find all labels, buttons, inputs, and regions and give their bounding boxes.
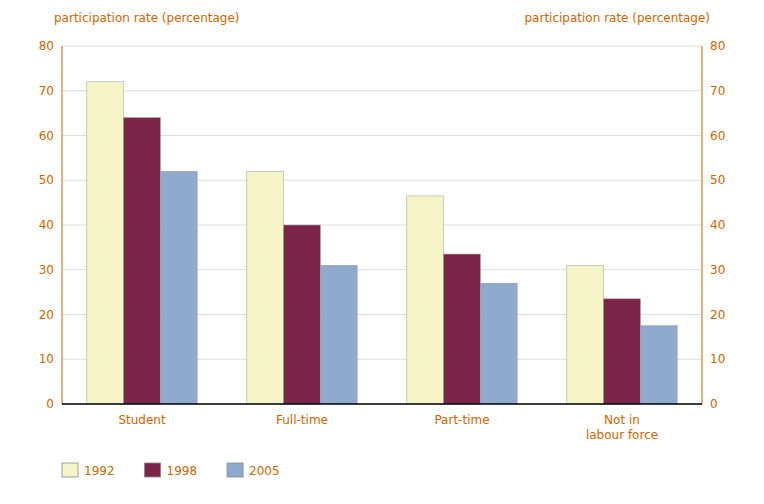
legend-label: 2005 <box>249 464 280 478</box>
bar <box>320 265 357 404</box>
x-axis-line <box>62 403 702 405</box>
chart: 0 10 20 30 40 50 60 70 80 0 10 20 30 40 50 60 70 80 Studen… <box>0 0 764 504</box>
y-tick-label: 10 <box>39 352 54 366</box>
y2-tick-label: 40 <box>710 218 725 232</box>
legend-swatch <box>227 463 243 477</box>
y-tick-label: 50 <box>39 173 54 187</box>
legend-swatch <box>145 463 161 477</box>
grid-line <box>62 46 702 47</box>
y-axis-line <box>62 46 63 404</box>
y-tick-label: 30 <box>39 263 54 277</box>
bar <box>284 225 321 404</box>
legend-swatch <box>62 463 78 477</box>
bar <box>87 82 124 404</box>
y-tick-label: 70 <box>39 84 54 98</box>
y-tick-label: 80 <box>39 39 54 53</box>
y-tick-label: 20 <box>39 308 54 322</box>
y2-tick-label: 0 <box>710 397 718 411</box>
bar <box>444 254 481 404</box>
grid-line <box>62 90 702 91</box>
bars <box>87 82 677 404</box>
x-tick-label: Not inlabour force <box>586 413 658 442</box>
grid-line <box>62 404 702 405</box>
y2-axis-line <box>702 46 703 404</box>
bar <box>160 171 197 404</box>
y-tick-label: 40 <box>39 218 54 232</box>
y2-axis-label: participation rate (percentage) <box>524 11 710 25</box>
bar <box>480 283 517 404</box>
x-tick-label: Part-time <box>434 413 489 427</box>
bar <box>124 118 161 404</box>
y2-tick-label: 20 <box>710 308 725 322</box>
y-tick-label: 60 <box>39 129 54 143</box>
y2-tick-label: 70 <box>710 84 725 98</box>
y2-tick-label: 30 <box>710 263 725 277</box>
x-tick-label: Full-time <box>276 413 328 427</box>
bar <box>640 326 677 404</box>
legend-label: 1998 <box>167 464 198 478</box>
legend-label: 1992 <box>84 464 115 478</box>
y2-tick-label: 80 <box>710 39 725 53</box>
x-tick-label: Student <box>118 413 166 427</box>
bar <box>407 196 444 404</box>
y-axis-label: participation rate (percentage) <box>54 11 240 25</box>
y2-tick-label: 60 <box>710 129 725 143</box>
grid <box>62 46 702 404</box>
bar <box>604 299 641 404</box>
legend: 1992 1998 2005 <box>62 463 280 478</box>
y-tick-label: 0 <box>46 397 54 411</box>
y2-tick-label: 50 <box>710 173 725 187</box>
bar <box>247 171 284 404</box>
y2-tick-label: 10 <box>710 352 725 366</box>
bar <box>567 265 604 404</box>
